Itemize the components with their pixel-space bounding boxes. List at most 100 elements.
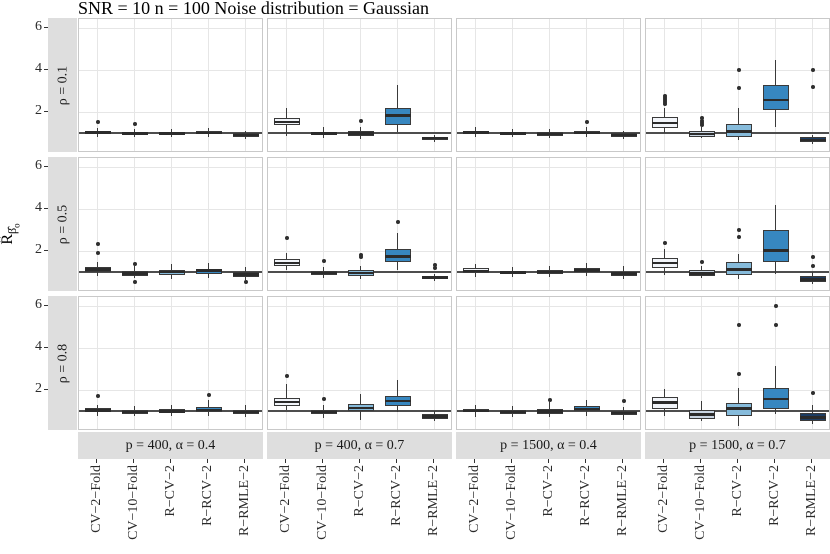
gridline-vertical bbox=[434, 297, 435, 429]
gridline-horizontal bbox=[646, 167, 829, 169]
gridline-horizontal bbox=[79, 70, 262, 72]
gridline-vertical bbox=[323, 297, 324, 429]
gridline-horizontal bbox=[646, 28, 829, 30]
outlier-point bbox=[395, 220, 400, 225]
gridline-vertical bbox=[812, 158, 813, 290]
boxplot-median-line bbox=[384, 114, 411, 117]
gridline-vertical bbox=[360, 158, 361, 290]
boxplot-median-line bbox=[610, 133, 637, 137]
boxplot-median-line bbox=[725, 268, 752, 271]
facet-panel bbox=[267, 296, 452, 430]
outlier-point bbox=[699, 116, 704, 121]
x-tick-mark bbox=[810, 459, 813, 463]
boxplot-median-line bbox=[121, 272, 148, 275]
boxplot-median-line bbox=[347, 271, 374, 275]
gridline-vertical bbox=[812, 297, 813, 429]
facet-strip-col: p = 1500, α = 0.7 bbox=[645, 432, 830, 459]
facet-panel bbox=[456, 18, 641, 152]
gridline-horizontal bbox=[646, 390, 829, 392]
x-tick-label: R−RCV−2 bbox=[199, 465, 215, 526]
facet-strip-row-label: ρ = 0.5 bbox=[55, 204, 70, 244]
gridline-vertical bbox=[586, 19, 587, 151]
boxplot-median-line bbox=[462, 409, 489, 413]
gridline-vertical bbox=[664, 297, 665, 429]
boxplot-median-line bbox=[195, 269, 222, 272]
boxplot-median-line bbox=[610, 411, 637, 415]
gridline-vertical bbox=[245, 19, 246, 151]
boxplot-median-line bbox=[573, 407, 600, 411]
gridline-horizontal bbox=[457, 112, 640, 114]
facet-strip-col: p = 400, α = 0.4 bbox=[78, 432, 263, 459]
gridline-horizontal bbox=[646, 112, 829, 114]
reference-line bbox=[268, 410, 451, 413]
boxplot-median-line bbox=[462, 131, 489, 134]
outlier-point bbox=[95, 250, 100, 255]
facet-panel bbox=[267, 18, 452, 152]
x-tick-label: CV−10−Fold bbox=[125, 465, 141, 540]
outlier-point bbox=[773, 323, 778, 328]
outlier-point bbox=[132, 262, 137, 267]
facet-strip-col: p = 400, α = 0.7 bbox=[267, 432, 452, 459]
gridline-vertical bbox=[134, 297, 135, 429]
outlier-point bbox=[358, 254, 363, 259]
boxplot-median-line bbox=[232, 273, 259, 276]
boxplot-median-line bbox=[195, 131, 222, 135]
outlier-point bbox=[810, 68, 815, 73]
x-tick-label: CV−2−Fold bbox=[88, 465, 104, 533]
gridline-horizontal bbox=[268, 28, 451, 30]
x-tick-mark bbox=[621, 459, 624, 463]
facet-strip-row-label: ρ = 0.8 bbox=[55, 343, 70, 383]
facet-panel bbox=[78, 296, 263, 430]
boxplot-median-line bbox=[725, 130, 752, 133]
boxplot-median-line bbox=[158, 410, 185, 413]
boxplot-median-line bbox=[310, 271, 337, 275]
x-tick-label: R−CV−2 bbox=[351, 465, 367, 517]
outlier-point bbox=[810, 264, 815, 269]
facet-panel bbox=[456, 296, 641, 430]
outlier-point bbox=[810, 85, 815, 90]
y-tick-mark bbox=[44, 165, 48, 168]
boxplot-median-line bbox=[273, 400, 300, 404]
boxplot-median-line bbox=[347, 406, 374, 410]
outlier-point bbox=[699, 120, 704, 125]
x-tick-label: R−RMLE−2 bbox=[803, 465, 819, 537]
gridline-vertical bbox=[623, 19, 624, 151]
gridline-vertical bbox=[208, 158, 209, 290]
gridline-horizontal bbox=[79, 167, 262, 169]
outlier-point bbox=[699, 118, 704, 123]
gridline-vertical bbox=[360, 19, 361, 151]
gridline-horizontal bbox=[268, 112, 451, 114]
x-tick-mark bbox=[95, 459, 98, 463]
boxplot-median-line bbox=[651, 121, 678, 125]
x-tick-mark bbox=[132, 459, 135, 463]
boxplot-median-line bbox=[536, 270, 563, 274]
x-tick-mark bbox=[432, 459, 435, 463]
outlier-point bbox=[358, 252, 363, 257]
facet-strip-col-label: p = 1500, α = 0.7 bbox=[689, 438, 786, 453]
outlier-point bbox=[132, 279, 137, 284]
gridline-vertical bbox=[775, 297, 776, 429]
gridline-vertical bbox=[623, 158, 624, 290]
boxplot-median-line bbox=[121, 410, 148, 414]
facet-panel bbox=[267, 157, 452, 291]
outlier-point bbox=[206, 392, 211, 397]
outlier-point bbox=[284, 373, 289, 378]
boxplot-median-line bbox=[762, 98, 789, 102]
boxplot-median-line bbox=[232, 410, 259, 414]
gridline-vertical bbox=[323, 19, 324, 151]
y-tick-label: 2 bbox=[35, 381, 42, 397]
x-tick-label: R−RCV−2 bbox=[766, 465, 782, 526]
boxplot-median-line bbox=[799, 278, 826, 281]
gridline-horizontal bbox=[457, 306, 640, 308]
gridline-vertical bbox=[397, 19, 398, 151]
boxplot-box bbox=[762, 230, 789, 262]
outlier-point bbox=[810, 390, 815, 395]
boxplot-median-line bbox=[310, 132, 337, 135]
gridline-vertical bbox=[208, 19, 209, 151]
y-tick-mark bbox=[44, 110, 48, 113]
gridline-vertical bbox=[97, 158, 98, 290]
gridline-vertical bbox=[512, 19, 513, 151]
gridline-horizontal bbox=[646, 251, 829, 253]
facet-strip-col-label: p = 400, α = 0.7 bbox=[314, 438, 405, 453]
gridline-vertical bbox=[738, 158, 739, 290]
